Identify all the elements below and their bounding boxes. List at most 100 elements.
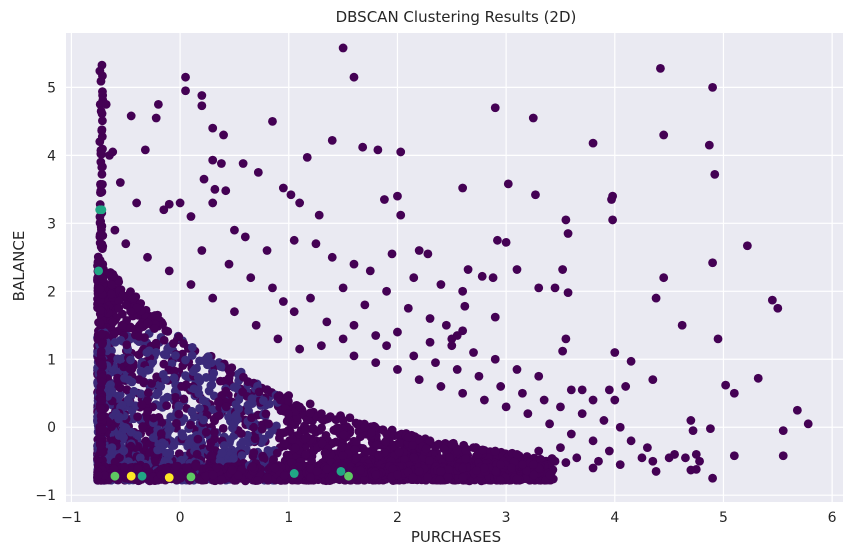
noise-point	[563, 288, 573, 298]
cluster-point	[344, 471, 353, 481]
noise-point	[306, 473, 315, 482]
scatter-point	[108, 317, 118, 327]
noise-point	[713, 334, 723, 344]
noise-point	[208, 123, 218, 133]
noise-point	[686, 465, 696, 475]
scatter-point	[201, 471, 211, 481]
scatter-point	[161, 326, 171, 336]
scatter-point	[133, 412, 143, 422]
noise-point	[539, 395, 549, 405]
noise-point	[382, 341, 391, 351]
noise-point	[664, 453, 674, 463]
scatter-point	[171, 351, 180, 360]
scatter-point	[259, 396, 268, 406]
x-tick-label: 3	[502, 510, 511, 526]
noise-point	[588, 436, 598, 446]
scatter-point	[259, 454, 269, 464]
noise-point	[648, 375, 658, 385]
cluster-point	[336, 467, 346, 476]
scatter-point	[211, 463, 221, 473]
scatter-point	[207, 380, 217, 390]
noise-point	[651, 293, 661, 303]
scatter-point	[98, 116, 107, 126]
scatter-point	[458, 473, 468, 482]
noise-point	[371, 470, 381, 480]
scatter-point	[252, 476, 262, 485]
noise-point	[217, 159, 226, 168]
scatter-point	[218, 423, 228, 433]
noise-point	[550, 283, 560, 293]
noise-point	[561, 334, 571, 344]
scatter-point	[199, 356, 209, 366]
scatter-point	[93, 470, 103, 480]
noise-point	[295, 198, 305, 208]
scatter-point	[147, 379, 157, 388]
noise-point	[556, 402, 565, 412]
noise-point	[295, 402, 305, 412]
scatter-point	[270, 463, 280, 473]
noise-point	[496, 460, 506, 470]
scatter-point	[233, 470, 243, 480]
scatter-point	[231, 410, 241, 420]
scatter-point	[151, 457, 160, 466]
scatter-point	[214, 411, 224, 420]
noise-point	[477, 271, 487, 281]
noise-point	[490, 446, 500, 456]
noise-point	[373, 145, 383, 155]
y-tick-label: 3	[47, 216, 56, 232]
y-tick-label: 1	[47, 352, 56, 368]
noise-point	[306, 293, 315, 303]
scatter-point	[95, 318, 105, 328]
scatter-point	[237, 451, 247, 460]
noise-point	[286, 190, 296, 200]
scatter-point	[207, 451, 216, 460]
y-tick-label: 5	[47, 80, 56, 96]
scatter-point	[97, 109, 107, 118]
noise-point	[531, 190, 540, 200]
noise-point	[316, 341, 326, 351]
noise-point	[425, 314, 435, 323]
noise-point	[452, 331, 462, 340]
noise-point	[338, 43, 348, 53]
scatter-point	[122, 385, 132, 394]
scatter-point	[193, 434, 203, 444]
scatter-point	[394, 447, 404, 457]
scatter-point	[283, 409, 293, 419]
noise-point	[197, 101, 207, 111]
scatter-point	[107, 289, 116, 299]
noise-point	[289, 235, 299, 245]
scatter-point	[209, 368, 219, 378]
y-axis-ticks: −1 0 1 2 3 4 5	[35, 80, 56, 504]
scatter-point	[461, 446, 471, 456]
noise-point	[295, 344, 305, 354]
scatter-point	[151, 347, 161, 357]
noise-point	[311, 239, 321, 249]
scatter-point	[97, 169, 107, 179]
scatter-point	[221, 402, 231, 412]
x-tick-label: −1	[61, 510, 82, 526]
scatter-point	[158, 319, 168, 329]
scatter-point	[229, 453, 238, 463]
scatter-point	[187, 351, 197, 360]
scatter-point	[168, 339, 178, 348]
scatter-point	[345, 413, 355, 423]
noise-point	[681, 453, 690, 463]
scatter-point	[219, 441, 229, 450]
noise-point	[126, 111, 136, 121]
scatter-point	[262, 473, 272, 483]
scatter-point	[159, 359, 169, 369]
scatter-point	[320, 448, 330, 458]
scatter-point	[174, 409, 184, 419]
scatter-point	[322, 464, 332, 474]
scatter-point	[536, 454, 546, 464]
noise-point	[121, 239, 131, 249]
scatter-point	[124, 375, 134, 385]
scatter-point	[247, 394, 257, 404]
y-tick-label: 0	[47, 420, 56, 436]
noise-point	[360, 300, 370, 310]
scatter-point	[171, 418, 181, 428]
cluster-point	[164, 473, 174, 482]
noise-point	[199, 174, 209, 184]
noise-point	[648, 456, 658, 466]
scatter-point	[161, 375, 170, 385]
